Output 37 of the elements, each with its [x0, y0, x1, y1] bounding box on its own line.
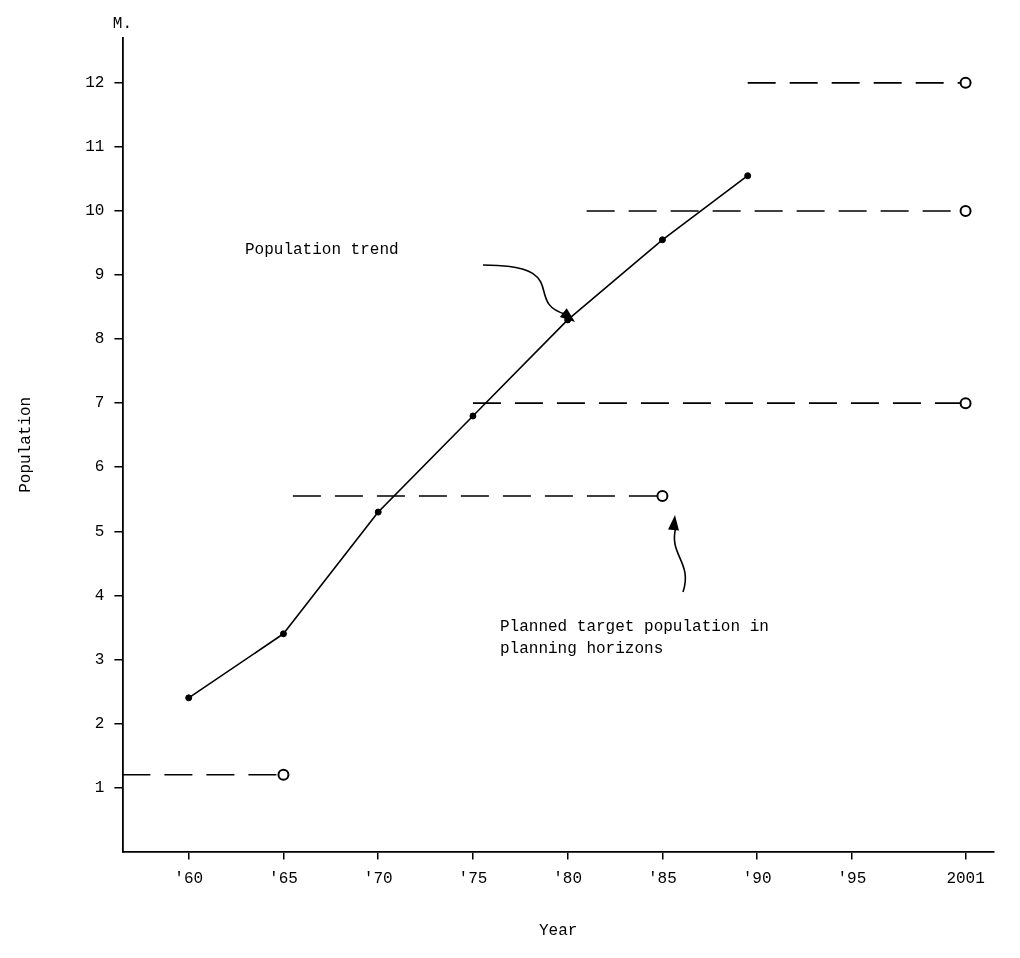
point [658, 236, 666, 244]
text: M. [112, 15, 132, 34]
y-tick-label: 4 [94, 586, 105, 605]
x-tick-label: '95 [837, 870, 867, 889]
x-tick-label: '75 [458, 870, 488, 889]
y-tick-label: 12 [85, 74, 105, 93]
point [277, 768, 290, 781]
y-tick-label: 8 [94, 330, 105, 349]
y-tick-label: 1 [94, 778, 105, 797]
x-tick-label: '65 [269, 870, 298, 889]
y-tick-label: 10 [85, 202, 105, 221]
y-tick-label: 6 [94, 458, 105, 477]
x-tick-label: '60 [174, 870, 204, 889]
x-axis-title: Year [539, 921, 578, 940]
y-tick-label: 11 [85, 138, 105, 157]
x-tick-label: '80 [553, 870, 583, 889]
point [279, 630, 287, 638]
x-tick-label: 2001 [946, 870, 985, 889]
point [656, 490, 669, 503]
point [374, 508, 382, 516]
x-tick-label: '70 [363, 870, 393, 889]
y-axis-title: Population [16, 396, 35, 493]
point [469, 412, 477, 420]
point [959, 76, 972, 89]
y-tick-label: 3 [94, 650, 105, 669]
point [185, 694, 193, 702]
x-tick-label: '90 [742, 870, 772, 889]
y-tick-label: 5 [94, 522, 105, 541]
point [744, 172, 752, 180]
y-tick-label: 7 [94, 394, 105, 413]
x-tick-label: '85 [648, 870, 677, 889]
point [959, 397, 972, 410]
annotation: Planned target population in planning horizons [500, 618, 769, 659]
y-tick-label: 9 [94, 266, 105, 285]
annotation: Population trend [245, 241, 399, 260]
point [959, 204, 972, 217]
y-tick-label: 2 [94, 714, 105, 733]
